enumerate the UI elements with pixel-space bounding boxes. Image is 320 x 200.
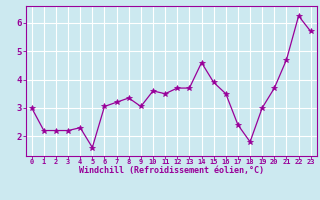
X-axis label: Windchill (Refroidissement éolien,°C): Windchill (Refroidissement éolien,°C) — [79, 166, 264, 175]
